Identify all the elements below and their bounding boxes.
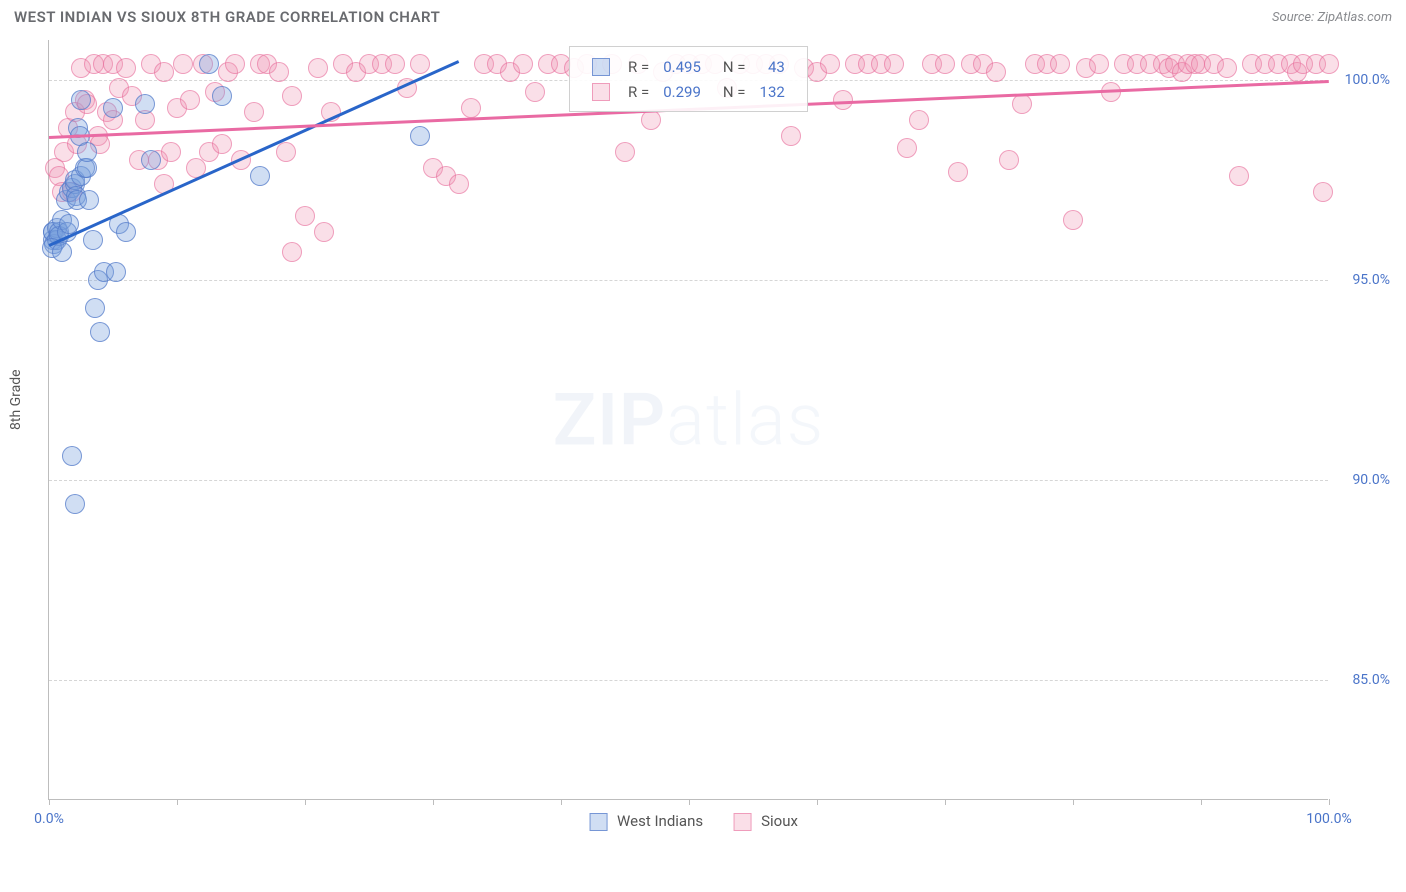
- chart-source: Source: ZipAtlas.com: [1272, 10, 1392, 25]
- x-tick: [305, 799, 306, 805]
- data-point: [909, 110, 929, 130]
- data-point: [1050, 54, 1070, 74]
- data-point: [282, 242, 302, 262]
- data-point: [276, 142, 296, 162]
- data-point: [385, 54, 405, 74]
- x-tick: [1073, 799, 1074, 805]
- data-point: [212, 134, 232, 154]
- data-point: [62, 446, 82, 466]
- data-point: [173, 54, 193, 74]
- data-point: [410, 54, 430, 74]
- data-point: [513, 54, 533, 74]
- correlation-legend: R =0.495N =43R =0.299N =132: [569, 46, 808, 112]
- x-tick: [945, 799, 946, 805]
- y-tick-label: 90.0%: [1352, 472, 1390, 488]
- data-point: [1089, 54, 1109, 74]
- data-point: [1217, 58, 1237, 78]
- data-point: [1319, 54, 1339, 74]
- x-tick: [1329, 799, 1330, 805]
- data-point: [225, 54, 245, 74]
- data-point: [199, 54, 219, 74]
- data-point: [269, 62, 289, 82]
- x-tick: [817, 799, 818, 805]
- source-link[interactable]: ZipAtlas.com: [1317, 10, 1392, 25]
- data-point: [449, 174, 469, 194]
- data-point: [116, 58, 136, 78]
- data-point: [1063, 210, 1083, 230]
- data-point: [1313, 182, 1333, 202]
- data-point: [948, 162, 968, 182]
- data-point: [116, 222, 136, 242]
- data-point: [90, 322, 110, 342]
- y-tick-label: 85.0%: [1352, 672, 1390, 688]
- data-point: [781, 126, 801, 146]
- gridline: [49, 680, 1328, 681]
- data-point: [820, 54, 840, 74]
- data-point: [250, 166, 270, 186]
- data-point: [1012, 94, 1032, 114]
- data-point: [180, 90, 200, 110]
- data-point: [83, 230, 103, 250]
- data-point: [244, 102, 264, 122]
- x-tick: [689, 799, 690, 805]
- data-point: [154, 62, 174, 82]
- data-point: [641, 110, 661, 130]
- x-tick: [561, 799, 562, 805]
- gridline: [49, 480, 1328, 481]
- data-point: [897, 138, 917, 158]
- data-point: [461, 98, 481, 118]
- gridline: [49, 280, 1328, 281]
- x-tick: [177, 799, 178, 805]
- data-point: [986, 62, 1006, 82]
- data-point: [308, 58, 328, 78]
- data-point: [1229, 166, 1249, 186]
- data-point: [935, 54, 955, 74]
- x-tick: [433, 799, 434, 805]
- x-tick: [1201, 799, 1202, 805]
- x-tick-label: 0.0%: [34, 811, 64, 827]
- y-axis-label: 8th Grade: [8, 369, 24, 430]
- data-point: [135, 94, 155, 114]
- data-point: [85, 298, 105, 318]
- data-point: [314, 222, 334, 242]
- data-point: [615, 142, 635, 162]
- data-point: [106, 262, 126, 282]
- data-point: [295, 206, 315, 226]
- plot-area: ZIPatlas 85.0%90.0%95.0%100.0%0.0%100.0%…: [48, 40, 1328, 800]
- x-tick-label: 100.0%: [1306, 811, 1351, 827]
- data-point: [77, 142, 97, 162]
- data-point: [999, 150, 1019, 170]
- plot-outer: 8th Grade ZIPatlas 85.0%90.0%95.0%100.0%…: [0, 30, 1406, 860]
- data-point: [71, 90, 91, 110]
- chart-title: WEST INDIAN VS SIOUX 8TH GRADE CORRELATI…: [14, 8, 440, 26]
- data-point: [525, 82, 545, 102]
- data-point: [884, 54, 904, 74]
- data-point: [65, 494, 85, 514]
- data-point: [79, 190, 99, 210]
- x-tick: [49, 799, 50, 805]
- data-point: [282, 86, 302, 106]
- data-point: [212, 86, 232, 106]
- watermark: ZIPatlas: [553, 377, 825, 462]
- data-point: [141, 150, 161, 170]
- data-point: [103, 98, 123, 118]
- data-point: [161, 142, 181, 162]
- y-tick-label: 95.0%: [1352, 272, 1390, 288]
- data-point: [52, 242, 72, 262]
- y-tick-label: 100.0%: [1345, 72, 1390, 88]
- series-legend: West IndiansSioux: [569, 812, 808, 831]
- chart-header: WEST INDIAN VS SIOUX 8TH GRADE CORRELATI…: [0, 0, 1406, 30]
- data-point: [410, 126, 430, 146]
